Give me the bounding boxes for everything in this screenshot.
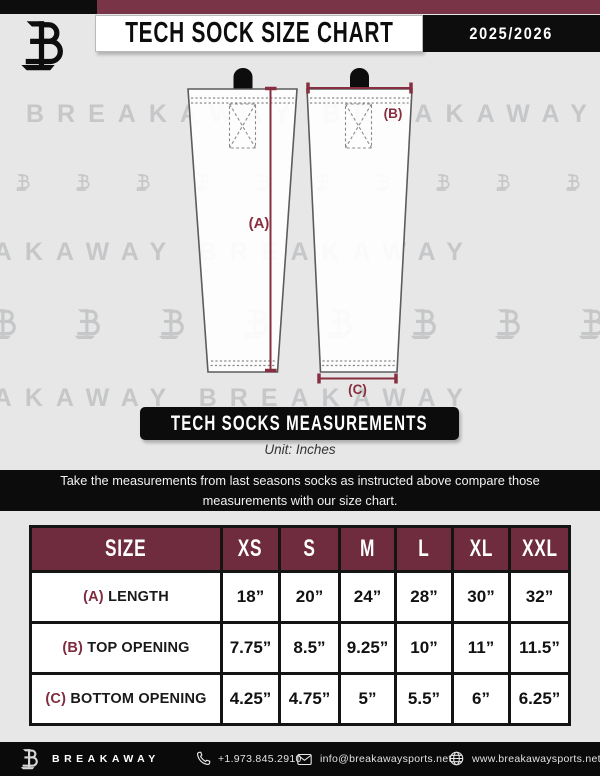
label-a: (A) <box>249 215 270 232</box>
row-label: (B) TOP OPENING <box>29 621 223 675</box>
size-chart-table: SIZE XS S M L XL XXL (A) LENGTH 18” 20” … <box>29 525 571 726</box>
watermark-logo-row <box>0 171 600 194</box>
col-header-xs: XS <box>220 525 281 573</box>
breakaway-b-watermark-icon <box>374 171 393 193</box>
cell-value: 10” <box>394 621 454 675</box>
unit-note: Unit: Inches <box>264 442 336 457</box>
cell-value: 8.5” <box>278 621 341 675</box>
cell-value: 4.75” <box>278 672 341 726</box>
season-badge: 2025/2026 <box>423 15 600 52</box>
breakaway-b-watermark-icon <box>134 171 153 193</box>
phone-icon <box>196 751 211 766</box>
breakaway-b-watermark-icon <box>194 171 213 193</box>
instruction-bar: Take the measurements from last seasons … <box>0 470 600 511</box>
cell-value: 11.5” <box>508 621 571 675</box>
header-strip-maroon <box>97 0 600 14</box>
footer: BREAKAWAY +1.973.845.2910 info@breakaway… <box>0 742 600 776</box>
table-header-row: SIZE XS S M L XL XXL <box>29 525 571 573</box>
table-row-length: (A) LENGTH 18” 20” 24” 28” 30” 32” <box>29 570 571 624</box>
watermark-text-row: BREAKAWAY BREAKAWAY <box>0 238 476 266</box>
header-strip-black <box>0 0 97 14</box>
breakaway-b-watermark-icon <box>408 303 442 343</box>
col-header-l: L <box>394 525 454 573</box>
breakaway-b-watermark-icon <box>0 303 22 343</box>
col-header-size: SIZE <box>29 525 223 573</box>
cell-value: 24” <box>338 570 397 624</box>
email-icon <box>297 753 312 766</box>
footer-website: www.breakawaysports.net <box>472 753 600 765</box>
measurements-banner: TECH SOCKS MEASUREMENTS <box>140 407 459 440</box>
footer-phone: +1.973.845.2910 <box>218 753 302 765</box>
cell-value: 30” <box>451 570 511 624</box>
breakaway-b-watermark-icon <box>240 303 274 343</box>
cell-value: 9.25” <box>338 621 397 675</box>
col-header-xxl: XXL <box>508 525 571 573</box>
breakaway-logo-icon <box>18 747 43 770</box>
cell-value: 5.5” <box>394 672 454 726</box>
cell-value: 18” <box>220 570 281 624</box>
breakaway-b-watermark-icon <box>324 303 358 343</box>
sock-tab <box>350 68 369 90</box>
col-header-xl: XL <box>451 525 511 573</box>
sock-tab <box>233 68 253 90</box>
cell-value: 11” <box>451 621 511 675</box>
cell-value: 4.25” <box>220 672 281 726</box>
col-header-s: S <box>278 525 341 573</box>
page-title-band: TECH SOCK SIZE CHART <box>95 15 423 52</box>
breakaway-b-watermark-icon <box>492 303 526 343</box>
breakaway-b-watermark-icon <box>74 171 93 193</box>
breakaway-b-watermark-icon <box>576 303 600 343</box>
cell-value: 5” <box>338 672 397 726</box>
instruction-text: Take the measurements from last seasons … <box>60 473 540 508</box>
breakaway-logo-icon <box>17 13 73 75</box>
globe-icon <box>449 751 464 766</box>
col-header-m: M <box>338 525 397 573</box>
page-title: TECH SOCK SIZE CHART <box>124 17 394 49</box>
breakaway-b-watermark-icon <box>434 171 453 193</box>
row-label: (A) LENGTH <box>29 570 223 624</box>
row-label: (C) BOTTOM OPENING <box>29 672 223 726</box>
cell-value: 32” <box>508 570 571 624</box>
breakaway-b-watermark-icon <box>314 171 333 193</box>
cell-value: 20” <box>278 570 341 624</box>
breakaway-b-watermark-icon <box>72 303 106 343</box>
breakaway-b-watermark-icon <box>564 171 583 193</box>
measurements-banner-label: TECH SOCKS MEASUREMENTS <box>171 411 428 435</box>
cell-value: 7.75” <box>220 621 281 675</box>
watermark-logo-row <box>0 303 600 344</box>
cell-value: 28” <box>394 570 454 624</box>
cell-value: 6.25” <box>508 672 571 726</box>
breakaway-b-watermark-icon <box>254 171 273 193</box>
breakaway-b-watermark-icon <box>14 171 33 193</box>
cell-value: 6” <box>451 672 511 726</box>
breakaway-b-watermark-icon <box>156 303 190 343</box>
season-label: 2025/2026 <box>469 23 554 43</box>
breakaway-b-watermark-icon <box>494 171 513 193</box>
footer-brand: BREAKAWAY <box>52 753 160 765</box>
table-row-bottom-opening: (C) BOTTOM OPENING 4.25” 4.75” 5” 5.5” 6… <box>29 672 571 726</box>
table-row-top-opening: (B) TOP OPENING 7.75” 8.5” 9.25” 10” 11”… <box>29 621 571 675</box>
footer-email: info@breakawaysports.net <box>320 753 452 765</box>
watermark-text-row: BREAKAWAY BREAKAWAY <box>26 100 600 128</box>
